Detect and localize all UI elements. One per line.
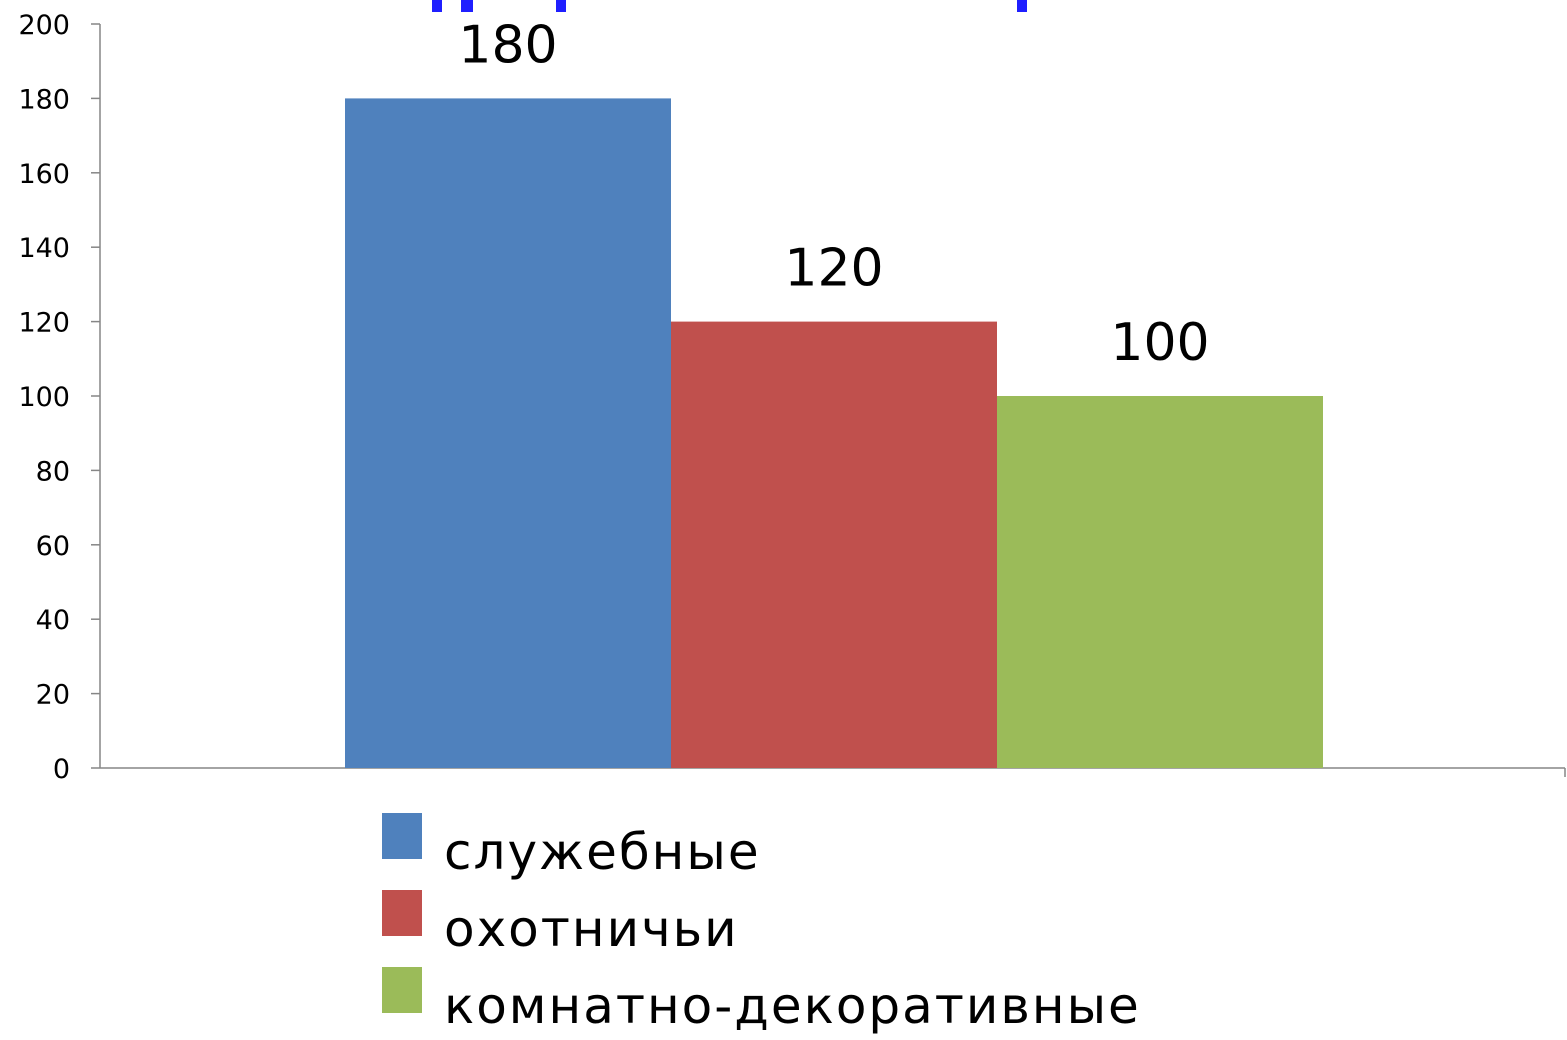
legend-swatch-1 [382,813,422,859]
y-tick-label: 80 [36,456,70,487]
data-label-3: 100 [1110,313,1209,373]
y-tick-label: 40 [36,605,70,636]
legend-swatch-2 [382,890,422,936]
x-axis [100,767,1566,777]
title-glyph-fragment [461,0,473,12]
title-fragment [432,0,1027,12]
y-tick-label: 180 [18,84,70,115]
title-glyph-fragment [1017,0,1027,12]
bar-1 [345,98,671,768]
legend-label-1: служебные [444,823,761,881]
bar-3 [997,396,1323,768]
title-glyph-fragment [556,0,566,12]
data-label-2: 120 [784,239,883,299]
legend-label-2: охотничьи [444,900,739,958]
y-tick-label: 100 [18,382,70,413]
y-axis: 0 20 40 60 80 100 120 140 160 180 200 [18,10,101,785]
legend-label-3: комнатно-декоративные [444,977,1141,1035]
legend: служебные охотничьи комнатно-декоративные [382,813,1141,1035]
y-tick-label: 120 [18,308,70,339]
bars [345,98,1323,768]
y-tick-label: 20 [36,680,70,711]
y-tick-label: 140 [18,233,70,264]
y-tick-label: 0 [53,754,70,785]
y-tick-label: 60 [36,531,70,562]
data-labels: 180 120 100 [458,15,1209,373]
legend-swatch-3 [382,967,422,1013]
bar-2 [671,321,997,768]
title-glyph-fragment [432,0,442,12]
data-label-1: 180 [458,15,557,75]
y-tick-label: 200 [18,10,70,41]
y-tick-label: 160 [18,159,70,190]
